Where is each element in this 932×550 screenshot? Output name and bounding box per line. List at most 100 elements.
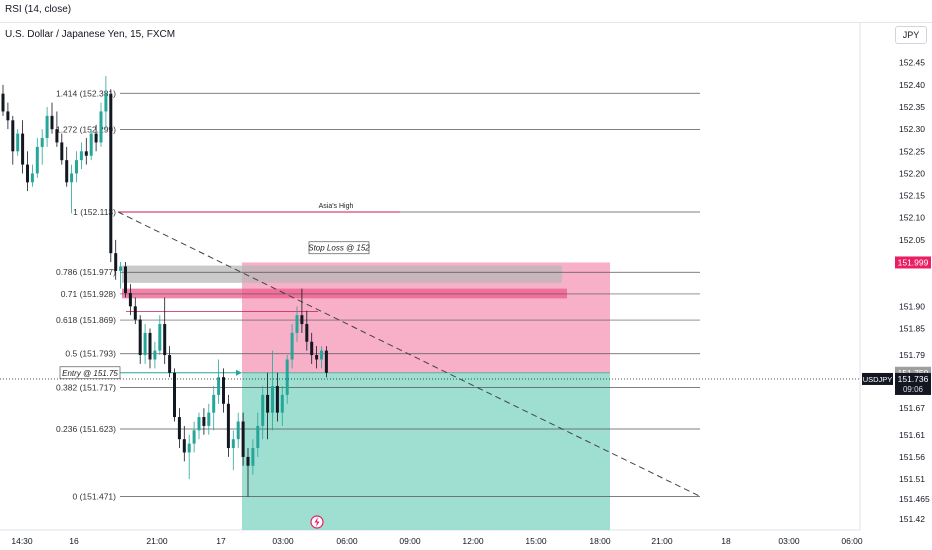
candle-body	[315, 355, 319, 360]
candle-body	[60, 142, 64, 161]
price-tick-label: 152.10	[899, 213, 925, 223]
fib-level-label: 0.618 (151.869)	[56, 315, 116, 325]
candle-body	[177, 417, 181, 440]
fib-level-label: 0.71 (151.928)	[61, 289, 116, 299]
price-tick-label: 151.42	[899, 514, 925, 524]
candle-body	[65, 160, 69, 183]
candle-body	[168, 355, 172, 373]
candle-body	[182, 439, 186, 453]
candle-body	[21, 133, 25, 165]
fib-level-label: 0.786 (151.977)	[56, 267, 116, 277]
candle-body	[50, 115, 54, 130]
candle-body	[290, 332, 294, 360]
price-tick-label: 152.30	[899, 124, 925, 134]
candle-body	[295, 315, 299, 333]
price-tick-label: 151.90	[899, 301, 925, 311]
time-tick-label: 06:00	[336, 536, 358, 546]
candle-body	[89, 133, 93, 156]
stop-price-label: 151.999	[898, 257, 929, 267]
candle-body	[285, 359, 289, 395]
time-tick-label: 17	[216, 536, 226, 546]
candle-body	[35, 146, 39, 174]
candle-body	[275, 386, 279, 413]
candle-body	[11, 120, 15, 152]
price-tick-label: 152.25	[899, 146, 925, 156]
time-tick-label: 18	[721, 536, 731, 546]
time-tick-label: 21:00	[651, 536, 673, 546]
price-tick-label: 151.56	[899, 452, 925, 462]
price-tick-label: 152.35	[899, 102, 925, 112]
candle-body	[251, 448, 255, 466]
candle-body	[45, 115, 49, 139]
time-tick-label: 09:00	[399, 536, 421, 546]
stop-loss-label: Stop Loss @ 152	[308, 244, 370, 253]
current-price-badge	[895, 372, 931, 395]
candle-body	[75, 160, 78, 174]
profit-target-zone	[242, 372, 610, 530]
fib-level-label: 0 (151.471)	[73, 491, 117, 501]
candle-body	[40, 138, 44, 147]
time-tick-label: 21:00	[146, 536, 168, 546]
lightning-icon-glyph	[314, 517, 320, 527]
candle-body	[109, 93, 113, 254]
time-tick-label: 18:00	[589, 536, 611, 546]
price-tick-label: 152.45	[899, 58, 925, 68]
candle-body	[280, 394, 284, 413]
candle-body	[222, 377, 225, 404]
ticker-label: USDJPY	[863, 375, 893, 384]
entry-price-label: 151.750	[898, 368, 929, 378]
candle-body	[84, 151, 88, 156]
candle-body	[231, 439, 235, 449]
candle-body	[163, 324, 167, 356]
candle-body	[207, 412, 211, 426]
candle-body	[138, 319, 142, 356]
time-tick-label: 14:30	[11, 536, 33, 546]
candle-body	[324, 350, 328, 373]
price-tick-label: 151.85	[899, 323, 925, 333]
price-tick-label: 151.79	[899, 350, 925, 360]
candle-body	[226, 403, 230, 449]
candle-body	[70, 173, 74, 183]
candle-body	[173, 372, 176, 418]
symbol-title[interactable]: U.S. Dollar / Japanese Yen, 15, FXCM	[5, 29, 176, 40]
candle-body	[16, 133, 20, 152]
candle-body	[305, 324, 309, 342]
candle-body	[55, 129, 59, 143]
fib-level-label: 0.5 (151.793)	[65, 349, 116, 359]
indicator-label[interactable]: RSI (14, close)	[5, 4, 72, 15]
current-price-label: 151.736	[898, 374, 929, 384]
price-tick-label: 151.465	[899, 494, 930, 504]
candle-body	[30, 173, 34, 183]
ticker-badge	[862, 372, 893, 385]
candle-body	[187, 443, 191, 453]
candle-body	[271, 386, 274, 413]
candle-body	[202, 417, 206, 426]
fib-level-label: 1.414 (152.381)	[56, 88, 116, 98]
trendline	[117, 211, 701, 497]
fib-level-label: 0.236 (151.623)	[56, 424, 116, 434]
time-tick-label: 15:00	[525, 536, 547, 546]
countdown-label: 09:06	[903, 385, 924, 394]
candle-body	[261, 394, 265, 426]
time-tick-label: 06:00	[841, 536, 863, 546]
candle-body	[79, 151, 83, 161]
candle-body	[104, 93, 108, 112]
candle-body	[128, 293, 132, 307]
candle-body	[236, 421, 240, 440]
time-tick-label: 03:00	[778, 536, 800, 546]
price-tick-label: 152.05	[899, 235, 925, 245]
candle-body	[148, 332, 152, 360]
candle-body	[197, 417, 201, 431]
currency-button[interactable]: JPY	[895, 26, 927, 44]
price-tick-label: 152.15	[899, 191, 925, 201]
supply-zone-pink	[122, 288, 567, 299]
price-tick-label: 151.61	[899, 430, 925, 440]
time-tick-label: 16	[69, 536, 79, 546]
entry-label: Entry @ 151.75	[62, 369, 118, 378]
candle-body	[119, 266, 123, 271]
candle-body	[124, 266, 127, 294]
price-tick-label: 151.51	[899, 474, 925, 484]
candle-body	[1, 93, 5, 112]
